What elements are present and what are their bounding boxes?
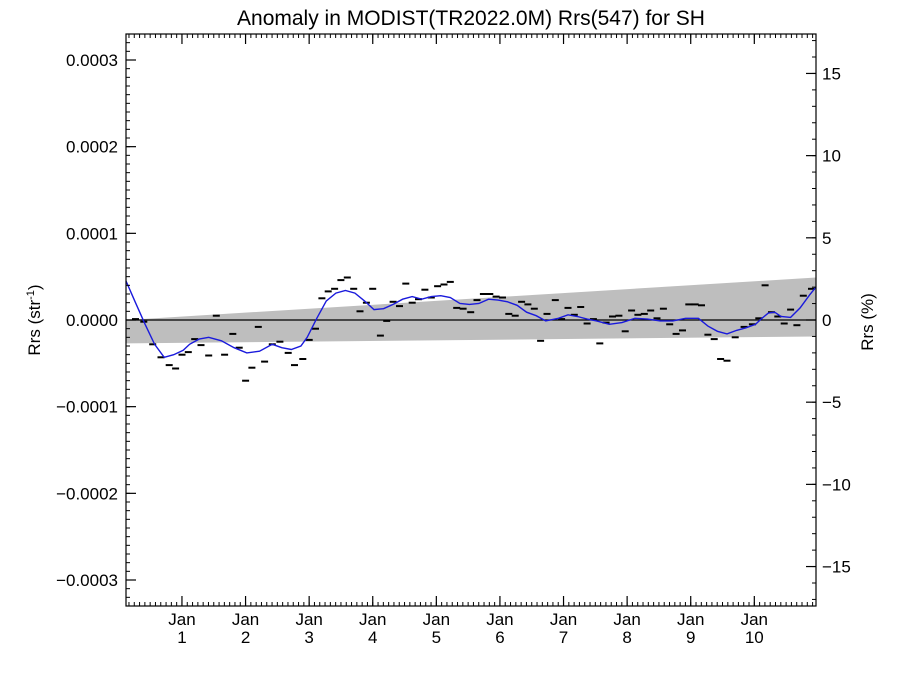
x-tick-year: 7 [559, 628, 568, 647]
smooth-series-layer [125, 280, 817, 359]
right-axis: 15 10 5 0 −5 −10 −15 [806, 40, 851, 600]
x-tick-month: Jan [613, 610, 640, 629]
smooth-series-line [125, 280, 817, 359]
x-tick-month: Jan [295, 610, 322, 629]
x-tick-year: 6 [495, 628, 504, 647]
x-tick-year: 3 [304, 628, 313, 647]
x-tick-year: 5 [432, 628, 441, 647]
y-axis-title-left-text: Rrs (str [25, 300, 44, 356]
right-tick-label: −5 [822, 393, 841, 412]
x-tick-month: Jan [232, 610, 259, 629]
right-tick-label: 15 [822, 64, 841, 83]
y-axis-title-right: Rrs (%) [858, 293, 877, 351]
left-tick-label: −0.0001 [56, 398, 118, 417]
left-tick-label: 0.0001 [66, 224, 118, 243]
x-tick-month: Jan [359, 610, 386, 629]
y-axis-title-left-close: ) [25, 284, 44, 290]
left-tick-label: 0.0000 [66, 311, 118, 330]
x-tick-year: 8 [622, 628, 631, 647]
x-tick-year: 10 [745, 628, 764, 647]
right-tick-label: 10 [822, 147, 841, 166]
chart-title: Anomaly in MODIST(TR2022.0M) Rrs(547) fo… [237, 7, 705, 30]
right-tick-label: −10 [822, 475, 851, 494]
monthly-points-layer [132, 276, 815, 382]
right-tick-label: 5 [822, 229, 831, 248]
x-tick-month: Jan [550, 610, 577, 629]
left-axis: 0.0003 0.0002 0.0001 0.0000 −0.0001 −0.0002 −0… [56, 42, 136, 598]
x-tick-month: Jan [423, 610, 450, 629]
x-axis: Jan1Jan2Jan3Jan4Jan5Jan6Jan7Jan8Jan9Jan1… [128, 34, 814, 647]
left-tick-label: −0.0002 [56, 484, 118, 503]
right-tick-label: 0 [822, 311, 831, 330]
left-tick-label: −0.0003 [56, 571, 118, 590]
uncertainty-band-layer [126, 277, 816, 344]
x-tick-year: 1 [177, 628, 186, 647]
y-axis-title-left-superscript: -1 [25, 290, 37, 300]
x-tick-year: 2 [241, 628, 250, 647]
x-tick-year: 4 [368, 628, 377, 647]
x-tick-month: Jan [677, 610, 704, 629]
x-tick-year: 9 [686, 628, 695, 647]
uncertainty-band [126, 277, 816, 344]
left-tick-label: 0.0003 [66, 51, 118, 70]
left-tick-label: 0.0002 [66, 138, 118, 157]
right-tick-label: −15 [822, 558, 851, 577]
x-tick-month: Jan [168, 610, 195, 629]
y-axis-title-left: Rrs (str-1) [25, 284, 44, 355]
x-tick-month: Jan [741, 610, 768, 629]
x-tick-month: Jan [486, 610, 513, 629]
